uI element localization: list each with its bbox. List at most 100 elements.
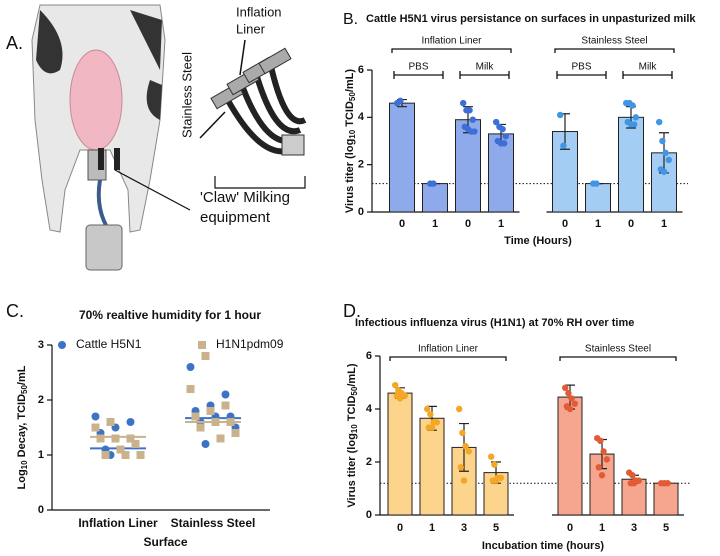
y-tick-label: 0 [358,206,364,218]
data-point [471,128,478,135]
data-point [231,429,240,437]
data-point [632,114,639,121]
y-tick-label: 2 [366,456,372,468]
data-point [121,451,130,459]
x-tick-label: 0 [399,218,405,230]
y-axis-label-part: /mL [16,365,28,385]
y-axis-label-part: 50 [20,385,29,394]
illustration-label: Inflation [236,4,282,19]
subgroup-bracket [459,71,510,79]
subgroup-bracket [622,71,673,79]
x-tick-label: 5 [663,522,669,534]
y-axis-label: Virus titer (log10 TCID50/mL) [346,363,359,507]
milker-illustration [199,39,307,189]
bar [422,183,448,213]
data-point [397,97,404,104]
y-tick-label: 2 [38,394,44,406]
y-tick-label: 0 [366,509,372,521]
data-point [560,142,567,149]
panel-label: A. [6,33,23,53]
data-point [186,363,195,371]
data-point [101,451,110,459]
data-point [565,389,572,397]
y-tick-label: 3 [38,339,44,351]
data-point [499,125,506,133]
y-axis-label-part: /mL) [346,363,358,387]
data-point [201,352,210,360]
data-point [91,412,100,421]
illustration-label: 'Claw' Milking [200,189,290,206]
data-point [111,434,120,443]
panel-label: C. [6,301,24,321]
x-tick-label: 1 [661,218,667,230]
data-point [631,121,638,128]
x-tick-label: 1 [498,218,504,230]
data-point [557,111,564,119]
bar [488,133,514,213]
subgroup-label: PBS [408,62,428,73]
y-axis-label-part: Log [16,469,28,489]
group-bracket [559,356,677,361]
y-axis-label-part: TCID [346,396,358,425]
data-point [571,400,578,407]
y-tick-label: 1 [38,449,44,461]
data-point [593,180,600,187]
data-point [629,472,636,479]
data-point [493,118,500,126]
subgroup-label: Milk [476,62,495,73]
data-point [466,107,473,114]
cow-illustration [31,4,191,271]
data-point [598,472,606,479]
subgroup-label: PBS [571,62,591,73]
data-point [595,464,602,471]
data-point [462,442,469,450]
bar [585,183,611,213]
group-label: Inflation Liner [421,36,482,47]
data-point [664,480,671,487]
data-point [221,390,230,399]
data-point [401,392,408,399]
data-point [136,451,145,459]
data-point [126,434,135,443]
x-axis-label: Surface [143,535,187,549]
data-point [221,401,230,410]
x-tick-label: Inflation Liner [78,516,158,530]
y-axis-label-part: 10 [20,460,29,469]
legend-marker [58,341,66,349]
data-point [201,440,210,448]
x-tick-label: 3 [461,522,467,534]
bar [618,116,644,213]
bar [389,102,415,213]
data-point [635,477,642,484]
y-tick-label: 6 [358,64,364,76]
data-point [603,456,610,463]
y-tick-label: 2 [358,159,364,171]
data-point [424,405,431,413]
x-tick-label: 1 [595,218,601,230]
data-point [659,137,666,145]
y-axis-label-part: Virus titer (log [344,139,356,213]
x-tick-label: 0 [628,218,634,230]
data-point [501,140,508,147]
data-point [568,395,575,402]
data-point [216,434,225,443]
data-point [600,448,607,455]
subgroup-label: Milk [639,62,658,73]
subgroup-bracket [393,71,444,79]
data-point [630,480,638,487]
data-point [562,384,569,391]
data-point [96,434,105,443]
legend-marker [198,341,206,349]
y-axis-label-part: TCID [344,101,356,130]
data-point [131,440,140,448]
y-tick-label: 6 [366,350,372,362]
group-bracket [554,48,675,53]
bar [419,417,445,516]
y-axis-label-part: Decay, TCID [16,394,28,460]
illustration-label: Stainless Steel [179,52,194,138]
group-label: Stainless Steel [581,36,647,47]
y-axis-label-part: 50 [350,386,359,395]
data-point [392,381,399,389]
data-point [597,437,604,444]
